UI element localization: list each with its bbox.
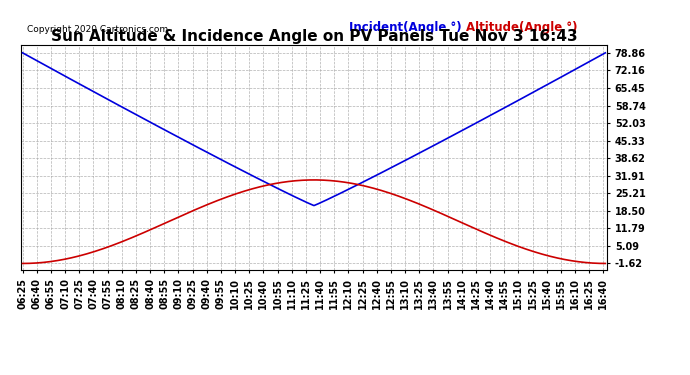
Text: Incident(Angle °): Incident(Angle °) bbox=[349, 21, 462, 34]
Text: Altitude(Angle °): Altitude(Angle °) bbox=[466, 21, 578, 34]
Text: Copyright 2020 Cartronics.com: Copyright 2020 Cartronics.com bbox=[26, 25, 168, 34]
Title: Sun Altitude & Incidence Angle on PV Panels Tue Nov 3 16:43: Sun Altitude & Incidence Angle on PV Pan… bbox=[50, 29, 578, 44]
